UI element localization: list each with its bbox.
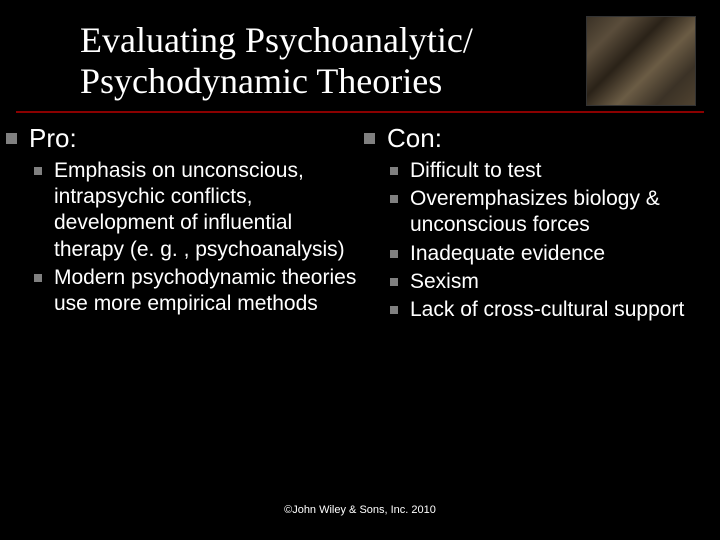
con-item-text: Lack of cross-cultural support — [410, 297, 684, 323]
con-item-text: Sexism — [410, 269, 479, 295]
title-divider — [16, 111, 704, 113]
list-item: Overemphasizes biology & unconscious for… — [390, 186, 720, 239]
bullet-icon — [34, 167, 42, 175]
list-item: Emphasis on unconscious, intrapsychic co… — [34, 158, 360, 263]
bullet-icon — [390, 167, 398, 175]
con-heading-row: Con: — [358, 123, 720, 154]
pro-item-text: Emphasis on unconscious, intrapsychic co… — [54, 158, 360, 263]
content-columns: Pro: Emphasis on unconscious, intrapsych… — [0, 123, 720, 326]
list-item: Lack of cross-cultural support — [390, 297, 720, 323]
con-item-text: Difficult to test — [410, 158, 542, 184]
pro-list: Emphasis on unconscious, intrapsychic co… — [0, 158, 360, 318]
bullet-icon — [6, 133, 17, 144]
bullet-icon — [364, 133, 375, 144]
con-item-text: Inadequate evidence — [410, 241, 605, 267]
freud-photo — [586, 16, 696, 106]
bullet-icon — [390, 306, 398, 314]
pro-item-text: Modern psychodynamic theories use more e… — [54, 265, 360, 318]
list-item: Difficult to test — [390, 158, 720, 184]
con-item-text: Overemphasizes biology & unconscious for… — [410, 186, 720, 239]
con-list: Difficult to test Overemphasizes biology… — [360, 158, 720, 324]
bullet-icon — [34, 274, 42, 282]
title-line-2: Psychodynamic Theories — [80, 61, 442, 101]
con-column: Con: Difficult to test Overemphasizes bi… — [360, 123, 720, 326]
title-line-1: Evaluating Psychoanalytic/ — [80, 20, 473, 60]
list-item: Inadequate evidence — [390, 241, 720, 267]
con-heading: Con: — [387, 123, 442, 154]
pro-heading: Pro: — [29, 123, 77, 154]
bullet-icon — [390, 250, 398, 258]
pro-column: Pro: Emphasis on unconscious, intrapsych… — [0, 123, 360, 326]
list-item: Sexism — [390, 269, 720, 295]
bullet-icon — [390, 278, 398, 286]
copyright-footer: ©John Wiley & Sons, Inc. 2010 — [0, 504, 720, 516]
slide: Evaluating Psychoanalytic/ Psychodynamic… — [0, 0, 720, 540]
pro-heading-row: Pro: — [0, 123, 360, 154]
list-item: Modern psychodynamic theories use more e… — [34, 265, 360, 318]
bullet-icon — [390, 195, 398, 203]
